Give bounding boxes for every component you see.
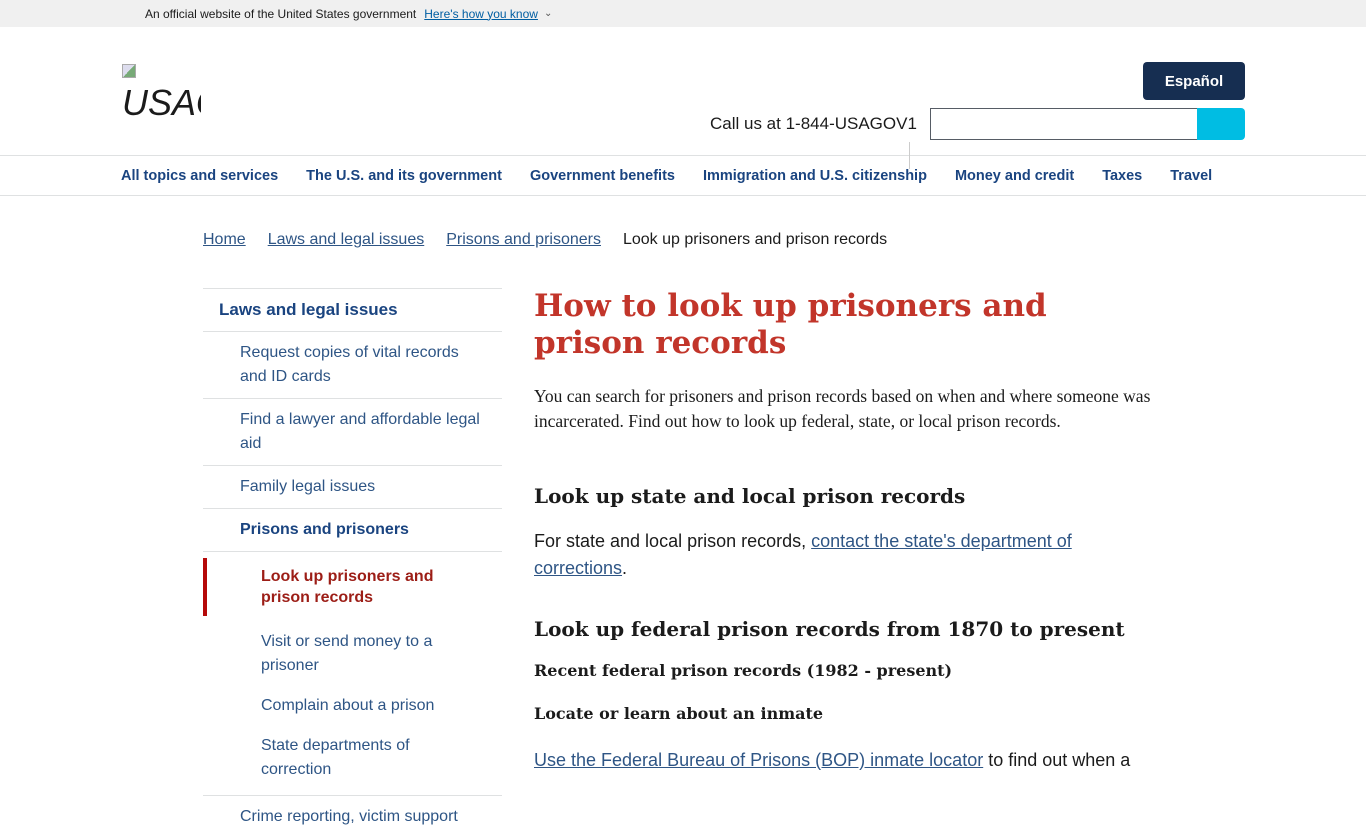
chevron-down-icon[interactable]: ⌄ — [543, 8, 553, 19]
breadcrumb-link[interactable]: Home — [203, 231, 246, 248]
paragraph: For state and local prison records, cont… — [534, 528, 1164, 582]
sidebar-item[interactable]: Family legal issues — [203, 465, 502, 508]
bop-locator-link[interactable]: Use the Federal Bureau of Prisons (BOP) … — [534, 750, 984, 770]
broken-image-icon[interactable] — [122, 64, 136, 78]
sidebar-item[interactable]: Find a lawyer and affordable legal aid — [203, 398, 502, 465]
nav-item[interactable]: Immigration and U.S. citizenship — [702, 167, 927, 184]
sidebar-item-active[interactable]: Look up prisoners and prison records — [203, 558, 502, 616]
usagov-logo[interactable]: USAGOV — [122, 82, 201, 123]
search-input[interactable] — [930, 108, 1198, 140]
paragraph: Use the Federal Bureau of Prisons (BOP) … — [534, 747, 1164, 774]
sidebar: Laws and legal issues Request copies of … — [203, 288, 502, 838]
main-nav: All topics and services The U.S. and its… — [0, 156, 1366, 196]
espanol-button[interactable]: Español — [1143, 62, 1245, 100]
site-header: USAGOV Español Call us at 1-844-USAGOV1 — [0, 27, 1366, 169]
breadcrumb-current: Look up prisoners and prison records — [622, 231, 888, 248]
sidebar-item[interactable]: State departments of correction — [261, 737, 410, 778]
call-us-text: Call us at 1-844-USAGOV1 — [710, 114, 917, 133]
nav-item[interactable]: Travel — [1170, 167, 1213, 184]
main-content: How to look up prisoners and prison reco… — [534, 288, 1164, 809]
page-title: How to look up prisoners and prison reco… — [534, 288, 1047, 361]
gov-banner: An official website of the United States… — [0, 0, 1366, 27]
text: . — [622, 558, 628, 578]
section-heading: Look up federal prison records from 1870… — [534, 617, 1125, 641]
breadcrumb-link[interactable]: Laws and legal issues — [267, 231, 425, 248]
breadcrumb-link[interactable]: Prisons and prisoners — [446, 231, 601, 248]
nav-item[interactable]: All topics and services — [121, 167, 279, 184]
section-heading: Look up state and local prison records — [534, 484, 966, 508]
sidebar-item[interactable]: Visit or send money to a prisoner — [261, 633, 433, 674]
banner-text: An official website of the United States… — [145, 6, 417, 21]
text: to find out when a — [983, 750, 1131, 770]
divider — [909, 142, 910, 169]
sidebar-item[interactable]: Complain about a prison — [261, 697, 435, 714]
search-button[interactable] — [1197, 108, 1245, 140]
sidebar-item[interactable]: Crime reporting, victim support — [203, 795, 502, 838]
nav-item[interactable]: Money and credit — [954, 167, 1075, 184]
text: For state and local prison records, — [534, 531, 812, 551]
nav-item[interactable]: Taxes — [1102, 167, 1143, 184]
breadcrumb: Home Laws and legal issues Prisons and p… — [203, 231, 887, 249]
sidebar-item-section[interactable]: Prisons and prisoners — [203, 508, 502, 551]
sub-heading: Recent federal prison records (1982 - pr… — [534, 661, 953, 680]
state-corrections-link[interactable]: contact the state's department of correc… — [534, 531, 1072, 578]
sidebar-item[interactable]: Request copies of vital records and ID c… — [203, 331, 502, 398]
nav-item[interactable]: The U.S. and its government — [306, 167, 502, 184]
sub-heading: Locate or learn about an inmate — [534, 704, 824, 723]
how-you-know-link[interactable]: Here's how you know — [424, 6, 538, 21]
intro: You can search for prisoners and prison … — [534, 386, 1151, 431]
sidebar-top[interactable]: Laws and legal issues — [203, 288, 502, 331]
nav-item[interactable]: Government benefits — [529, 167, 675, 184]
